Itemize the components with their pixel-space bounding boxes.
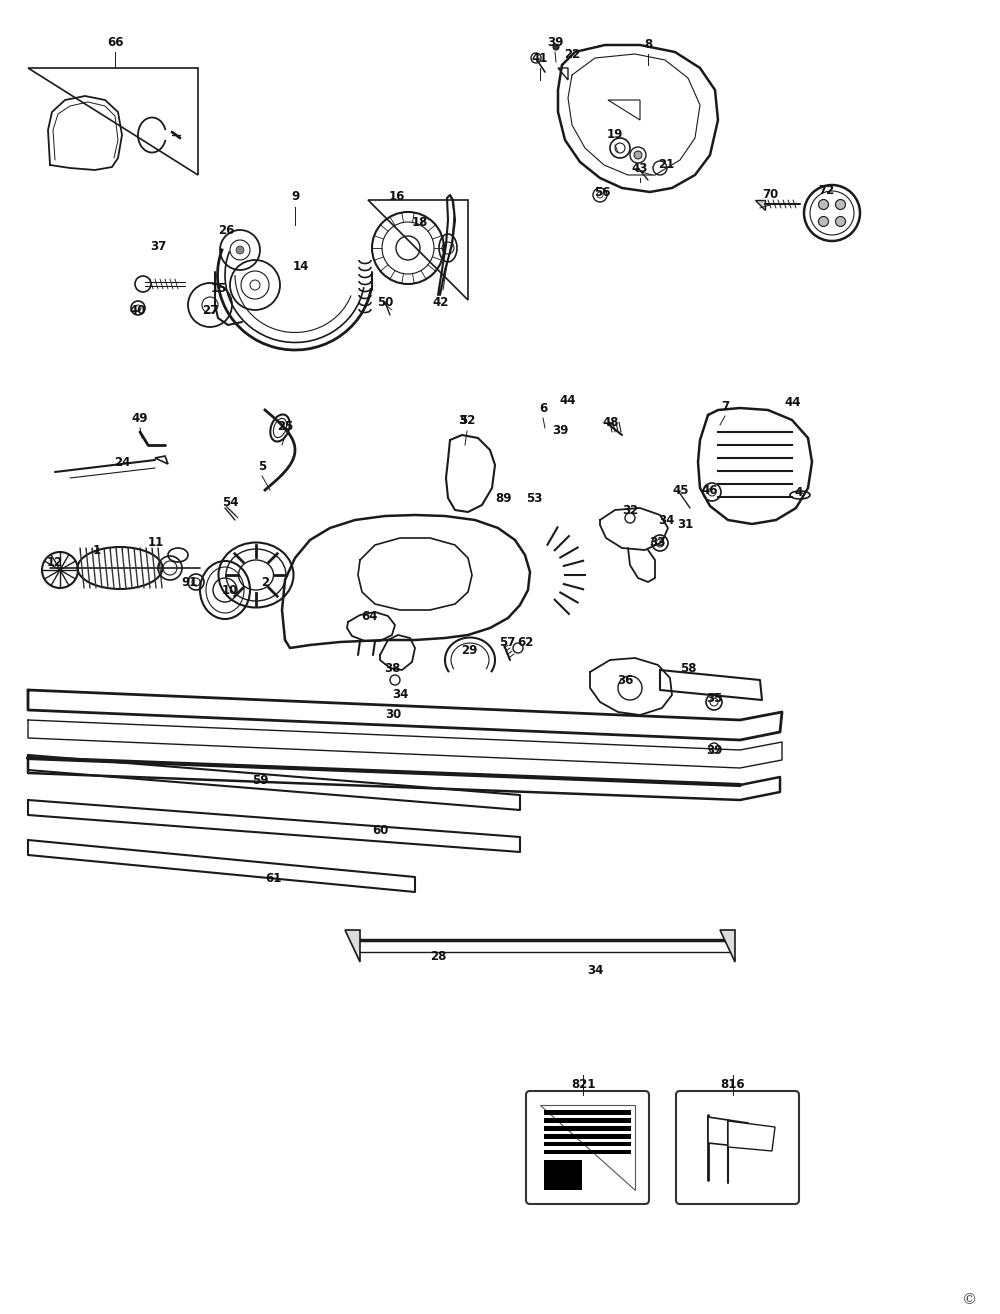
PathPatch shape bbox=[28, 68, 198, 175]
Circle shape bbox=[236, 246, 244, 254]
Text: 60: 60 bbox=[372, 824, 388, 837]
Text: 58: 58 bbox=[680, 661, 696, 674]
Text: 22: 22 bbox=[564, 49, 580, 62]
Text: 12: 12 bbox=[47, 556, 63, 569]
FancyBboxPatch shape bbox=[526, 1091, 649, 1204]
Bar bbox=[544, 1134, 631, 1139]
Text: 27: 27 bbox=[202, 304, 218, 317]
Bar bbox=[544, 1142, 631, 1146]
Text: 1: 1 bbox=[93, 544, 101, 557]
Text: 39: 39 bbox=[547, 35, 563, 49]
Text: 57: 57 bbox=[499, 636, 515, 649]
Text: 26: 26 bbox=[218, 223, 234, 237]
PathPatch shape bbox=[540, 1105, 635, 1190]
Text: 15: 15 bbox=[211, 281, 227, 294]
PathPatch shape bbox=[720, 930, 735, 962]
Text: 32: 32 bbox=[622, 503, 638, 516]
Text: 4: 4 bbox=[795, 485, 803, 498]
Text: 28: 28 bbox=[430, 950, 446, 962]
Text: 48: 48 bbox=[603, 415, 619, 428]
Text: 49: 49 bbox=[132, 411, 148, 424]
Circle shape bbox=[634, 151, 642, 159]
Text: 53: 53 bbox=[526, 493, 542, 506]
Text: 52: 52 bbox=[459, 414, 475, 427]
Text: 59: 59 bbox=[252, 774, 268, 787]
Text: 50: 50 bbox=[377, 297, 393, 310]
Bar bbox=[544, 1118, 631, 1123]
Polygon shape bbox=[708, 1117, 748, 1147]
PathPatch shape bbox=[368, 200, 468, 300]
PathPatch shape bbox=[755, 200, 765, 210]
Text: 41: 41 bbox=[532, 51, 548, 64]
Bar bbox=[544, 1110, 631, 1116]
Text: 5: 5 bbox=[258, 460, 266, 473]
Text: 39: 39 bbox=[552, 423, 568, 436]
Polygon shape bbox=[728, 1121, 775, 1151]
Text: 31: 31 bbox=[677, 519, 693, 531]
Circle shape bbox=[819, 217, 829, 226]
Text: 89: 89 bbox=[495, 491, 511, 505]
Text: 34: 34 bbox=[392, 689, 408, 702]
Text: 40: 40 bbox=[130, 304, 146, 317]
Text: 46: 46 bbox=[702, 484, 718, 497]
Text: 37: 37 bbox=[150, 240, 166, 254]
Circle shape bbox=[835, 217, 845, 226]
Text: 42: 42 bbox=[433, 297, 449, 310]
Text: 10: 10 bbox=[222, 583, 238, 597]
Text: 66: 66 bbox=[107, 35, 123, 49]
Text: 2: 2 bbox=[261, 576, 269, 589]
Text: 70: 70 bbox=[762, 188, 778, 201]
Text: 30: 30 bbox=[385, 708, 401, 721]
Text: 62: 62 bbox=[517, 636, 533, 649]
Text: 14: 14 bbox=[293, 260, 309, 273]
Bar bbox=[544, 1126, 631, 1131]
Text: 25: 25 bbox=[277, 419, 293, 432]
Text: 33: 33 bbox=[649, 536, 665, 549]
Text: 34: 34 bbox=[587, 963, 603, 976]
Text: 821: 821 bbox=[571, 1079, 595, 1092]
Text: 38: 38 bbox=[384, 661, 400, 674]
FancyBboxPatch shape bbox=[676, 1091, 799, 1204]
Bar bbox=[544, 1150, 631, 1154]
Text: 3: 3 bbox=[458, 414, 466, 427]
Text: ©: © bbox=[962, 1293, 978, 1307]
Text: 19: 19 bbox=[607, 129, 623, 142]
Text: 45: 45 bbox=[673, 484, 689, 497]
Text: 24: 24 bbox=[114, 456, 130, 469]
Text: 816: 816 bbox=[721, 1079, 745, 1092]
Text: 29: 29 bbox=[461, 644, 477, 657]
Text: 43: 43 bbox=[632, 162, 648, 175]
PathPatch shape bbox=[345, 930, 360, 962]
Text: 35: 35 bbox=[706, 691, 722, 704]
Text: 64: 64 bbox=[362, 611, 378, 624]
Bar bbox=[544, 1160, 582, 1190]
Text: 16: 16 bbox=[389, 189, 405, 202]
Text: 18: 18 bbox=[412, 215, 428, 229]
Circle shape bbox=[819, 200, 829, 209]
Text: 34: 34 bbox=[658, 514, 674, 527]
Text: 6: 6 bbox=[539, 402, 547, 414]
Text: 54: 54 bbox=[222, 497, 238, 510]
Text: 11: 11 bbox=[148, 536, 164, 549]
Circle shape bbox=[835, 200, 845, 209]
Text: 61: 61 bbox=[265, 871, 281, 884]
Text: 72: 72 bbox=[818, 184, 834, 197]
Text: 7: 7 bbox=[721, 399, 729, 413]
Text: 39: 39 bbox=[706, 744, 722, 757]
Text: 8: 8 bbox=[644, 38, 652, 50]
Text: 9: 9 bbox=[291, 191, 299, 204]
Circle shape bbox=[553, 43, 559, 50]
Text: 91: 91 bbox=[182, 577, 198, 590]
Text: 44: 44 bbox=[785, 397, 801, 410]
Text: 44: 44 bbox=[560, 393, 576, 406]
Text: 21: 21 bbox=[658, 159, 674, 172]
Text: 36: 36 bbox=[617, 674, 633, 686]
Text: 56: 56 bbox=[594, 185, 610, 198]
